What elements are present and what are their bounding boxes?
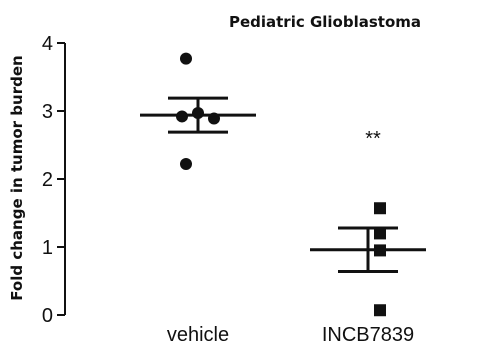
significance-annotation: ** <box>365 128 381 150</box>
data-point-square <box>374 304 386 317</box>
y-tick-label: 2 <box>42 169 53 191</box>
data-point-square <box>374 227 386 240</box>
data-point-square <box>374 202 386 215</box>
x-category-label: vehicle <box>167 324 229 346</box>
x-axis-categories: vehicle INCB7839 <box>167 324 414 346</box>
data-point-circle <box>180 52 192 65</box>
y-tick-label: 4 <box>42 33 53 55</box>
y-tick-label: 0 <box>42 305 53 327</box>
y-axis-ticks: 0 1 2 3 4 <box>42 33 65 327</box>
chart-title: Pediatric Glioblastoma <box>229 13 421 31</box>
data-point-circle <box>180 158 192 171</box>
y-tick-label: 1 <box>42 237 53 259</box>
y-axis-label: Fold change in tumor burden <box>8 55 26 300</box>
x-category-label: INCB7839 <box>322 324 414 346</box>
y-tick-label: 3 <box>42 101 53 123</box>
annotations: ** <box>365 128 381 150</box>
data-points <box>140 52 426 317</box>
